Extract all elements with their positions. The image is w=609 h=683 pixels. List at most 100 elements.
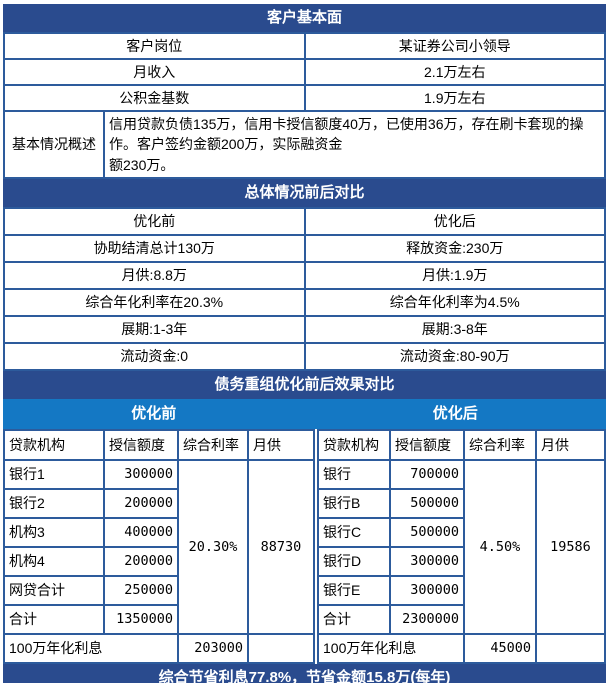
after-column-header: 优化后	[303, 206, 606, 236]
credit-limit: 500000	[389, 516, 465, 548]
table-row: 机构3 400000	[3, 516, 314, 548]
customer-position-value: 某证券公司小领导	[303, 32, 606, 60]
section3-title: 债务重组优化前后效果对比	[3, 370, 606, 399]
empty-cell	[535, 632, 606, 664]
lender-name: 银行E	[317, 574, 391, 606]
after-monthly-payment-total: 19586	[535, 458, 606, 635]
total-credit: 2300000	[389, 603, 465, 635]
housing-fund-base-value: 1.9万左右	[303, 84, 606, 112]
table-row: 银行2 200000	[3, 487, 314, 519]
lender-name: 银行2	[3, 487, 105, 519]
lender-name: 银行1	[3, 458, 105, 490]
credit-limit: 400000	[103, 516, 179, 548]
lender-name: 网贷合计	[3, 574, 105, 606]
customer-position-label: 客户岗位	[3, 32, 306, 60]
credit-limit: 300000	[389, 574, 465, 606]
after-liquid-funds: 流动资金:80-90万	[303, 341, 606, 371]
overview-label: 基本情况概述	[3, 110, 105, 179]
lender-name: 机构4	[3, 545, 105, 577]
table-row: 客户岗位 某证券公司小领导	[3, 32, 606, 60]
lender-name: 银行D	[317, 545, 391, 577]
credit-limit: 700000	[389, 458, 465, 490]
comparison-header-row: 优化前 优化后	[3, 206, 606, 236]
credit-limit-column-header: 授信额度	[389, 428, 465, 461]
table-row: 银行 700000 4.50% 19586	[317, 458, 606, 635]
interest-per-million-value: 203000	[177, 632, 249, 664]
table-row: 合计 2300000	[317, 603, 605, 635]
customer-info-table: 客户岗位 某证券公司小领导 月收入 2.1万左右 公积金基数 1.9万左右	[3, 32, 606, 112]
before-monthly-payment-total: 88730	[247, 458, 315, 635]
table-row: 协助结清总计130万 释放资金:230万	[3, 233, 606, 263]
credit-limit: 200000	[103, 487, 179, 519]
table-row: 综合年化利率在20.3% 综合年化利率为4.5%	[3, 287, 606, 317]
lender-column-header: 贷款机构	[3, 428, 105, 461]
rate-column-header: 综合利率	[463, 428, 537, 461]
table-header-row: 贷款机构 授信额度 综合利率 月供	[3, 428, 315, 461]
table-row: 月收入 2.1万左右	[3, 58, 606, 86]
table-row: 机构4 200000	[3, 545, 314, 577]
overview-text: 信用贷款负债135万，信用卡授信额度40万，已使用36万，存在刷卡套现的操作。客…	[103, 110, 606, 179]
credit-limit: 200000	[103, 545, 179, 577]
after-term: 展期:3-8年	[303, 314, 606, 344]
overall-comparison-table: 优化前 优化后 协助结清总计130万 释放资金:230万 月供:8.8万 月供:…	[3, 206, 606, 371]
detail-tables: 贷款机构 授信额度 综合利率 月供 银行1 300000 20.30% 8873…	[3, 428, 606, 664]
table-row: 银行D 300000	[317, 545, 605, 577]
table-divider	[315, 428, 317, 664]
after-loans-table: 贷款机构 授信额度 综合利率 月供 银行 700000 4.50% 19586 …	[317, 428, 606, 664]
total-credit: 1350000	[103, 603, 179, 635]
monthly-column-header: 月供	[535, 428, 606, 461]
credit-limit: 300000	[389, 545, 465, 577]
before-monthly-payment: 月供:8.8万	[3, 260, 306, 290]
before-loans-table: 贷款机构 授信额度 综合利率 月供 银行1 300000 20.30% 8873…	[3, 428, 315, 664]
table-row: 银行B 500000	[317, 487, 605, 519]
table-row: 银行1 300000 20.30% 88730	[3, 458, 315, 635]
before-term: 展期:1-3年	[3, 314, 306, 344]
lender-name: 银行	[317, 458, 391, 490]
basic-overview-table: 基本情况概述 信用贷款负债135万，信用卡授信额度40万，已使用36万，存在刷卡…	[3, 110, 606, 179]
table-row: 月供:8.8万 月供:1.9万	[3, 260, 606, 290]
after-banner-label: 优化后	[432, 404, 478, 422]
lender-name: 银行C	[317, 516, 391, 548]
credit-limit: 500000	[389, 487, 465, 519]
monthly-income-value: 2.1万左右	[303, 58, 606, 86]
interest-row: 100万年化利息 203000	[3, 632, 315, 664]
table-row: 公积金基数 1.9万左右	[3, 84, 606, 112]
savings-summary: 综合节省利息77.8%，节省金额15.8万(每年)	[3, 663, 606, 683]
table-row: 流动资金:0 流动资金:80-90万	[3, 341, 606, 371]
interest-per-million-value: 45000	[463, 632, 537, 664]
credit-limit: 300000	[103, 458, 179, 490]
interest-per-million-label: 100万年化利息	[317, 632, 465, 664]
housing-fund-base-label: 公积金基数	[3, 84, 306, 112]
interest-per-million-label: 100万年化利息	[3, 632, 179, 664]
after-monthly-payment: 月供:1.9万	[303, 260, 606, 290]
rate-column-header: 综合利率	[177, 428, 249, 461]
after-annual-rate: 综合年化利率为4.5%	[303, 287, 606, 317]
before-banner-label: 优化前	[131, 404, 177, 422]
monthly-income-label: 月收入	[3, 58, 306, 86]
section1-title: 客户基本面	[3, 4, 606, 32]
before-settled-total: 协助结清总计130万	[3, 233, 306, 263]
table-row: 银行C 500000	[317, 516, 605, 548]
before-after-banner: 优化前 优化后	[3, 398, 606, 429]
table-row: 基本情况概述 信用贷款负债135万，信用卡授信额度40万，已使用36万，存在刷卡…	[3, 110, 606, 179]
table-row: 银行E 300000	[317, 574, 605, 606]
credit-limit: 250000	[103, 574, 179, 606]
before-liquid-funds: 流动资金:0	[3, 341, 306, 371]
total-label: 合计	[3, 603, 105, 635]
lender-name: 银行B	[317, 487, 391, 519]
lender-column-header: 贷款机构	[317, 428, 391, 461]
table-row: 展期:1-3年 展期:3-8年	[3, 314, 606, 344]
before-annual-rate: 综合年化利率在20.3%	[3, 287, 306, 317]
before-combined-rate: 20.30%	[177, 458, 249, 635]
empty-cell	[247, 632, 315, 664]
section2-title: 总体情况前后对比	[3, 178, 606, 207]
monthly-column-header: 月供	[247, 428, 315, 461]
credit-limit-column-header: 授信额度	[103, 428, 179, 461]
table-row: 合计 1350000	[3, 603, 314, 635]
total-label: 合计	[317, 603, 391, 635]
before-column-header: 优化前	[3, 206, 306, 236]
table-row: 网贷合计 250000	[3, 574, 314, 606]
after-combined-rate: 4.50%	[463, 458, 537, 635]
table-header-row: 贷款机构 授信额度 综合利率 月供	[317, 428, 606, 461]
